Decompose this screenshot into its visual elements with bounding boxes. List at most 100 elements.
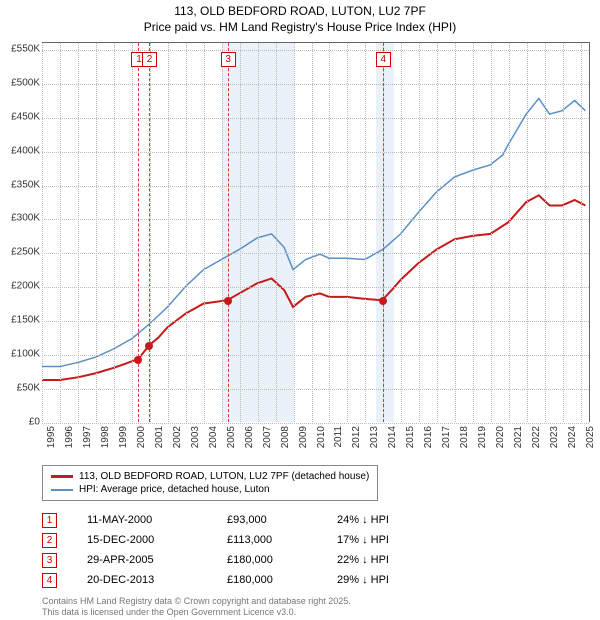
gridline-v <box>168 43 169 422</box>
sale-delta: 24% ↓ HPI <box>337 514 437 526</box>
gridline-v <box>240 43 241 422</box>
sale-delta: 29% ↓ HPI <box>337 574 437 586</box>
sale-dot <box>134 356 142 364</box>
sale-price: £180,000 <box>227 554 337 566</box>
marker-box: 3 <box>42 553 57 568</box>
legend: 113, OLD BEDFORD ROAD, LUTON, LU2 7PF (d… <box>42 465 378 501</box>
legend-label: 113, OLD BEDFORD ROAD, LUTON, LU2 7PF (d… <box>79 471 369 482</box>
footer-line-1: Contains HM Land Registry data © Crown c… <box>42 596 351 607</box>
gridline-h <box>42 287 589 288</box>
gridline-v <box>329 43 330 422</box>
sales-table: 1 11-MAY-2000 £93,000 24% ↓ HPI 2 15-DEC… <box>42 510 437 590</box>
x-axis-label: 2003 <box>190 426 201 448</box>
x-axis-label: 2011 <box>333 426 344 448</box>
x-axis-label: 1996 <box>64 426 75 448</box>
x-axis-label: 1997 <box>82 426 93 448</box>
gridline-v <box>42 43 43 422</box>
x-axis-label: 2021 <box>513 426 524 448</box>
gridline-v <box>114 43 115 422</box>
table-row: 2 15-DEC-2000 £113,000 17% ↓ HPI <box>42 530 437 550</box>
y-axis-label: £350K <box>11 179 40 190</box>
gridline-v <box>60 43 61 422</box>
gridline-v <box>437 43 438 422</box>
footer: Contains HM Land Registry data © Crown c… <box>42 596 351 618</box>
y-axis-label: £0 <box>29 417 40 428</box>
y-axis-label: £200K <box>11 281 40 292</box>
gridline-v <box>473 43 474 422</box>
y-axis-label: £500K <box>11 77 40 88</box>
x-axis-label: 1998 <box>100 426 111 448</box>
y-axis-label: £550K <box>11 43 40 54</box>
gridline-v <box>312 43 313 422</box>
sale-dot <box>224 297 232 305</box>
legend-item: 113, OLD BEDFORD ROAD, LUTON, LU2 7PF (d… <box>51 470 369 483</box>
gridline-v <box>581 43 582 422</box>
gridline-v <box>78 43 79 422</box>
x-axis-label: 2000 <box>136 426 147 448</box>
gridline-v <box>527 43 528 422</box>
y-axis-label: £450K <box>11 111 40 122</box>
x-axis-label: 1995 <box>46 426 57 448</box>
gridline-v <box>455 43 456 422</box>
x-axis-label: 2017 <box>441 426 452 448</box>
gridline-v <box>365 43 366 422</box>
gridline-h <box>42 186 589 187</box>
sale-dot <box>145 342 153 350</box>
gridline-v <box>204 43 205 422</box>
x-axis-label: 2014 <box>387 426 398 448</box>
x-axis-label: 2015 <box>405 426 416 448</box>
gridline-h <box>42 50 589 51</box>
sale-date: 11-MAY-2000 <box>87 514 227 526</box>
x-axis-label: 2023 <box>549 426 560 448</box>
marker-box: 1 <box>42 513 57 528</box>
x-axis-label: 2005 <box>226 426 237 448</box>
y-axis-label: £100K <box>11 349 40 360</box>
x-axis-label: 2019 <box>477 426 488 448</box>
table-row: 1 11-MAY-2000 £93,000 24% ↓ HPI <box>42 510 437 530</box>
x-axis-label: 2004 <box>208 426 219 448</box>
table-row: 3 29-APR-2005 £180,000 22% ↓ HPI <box>42 550 437 570</box>
sale-marker-line <box>383 43 384 422</box>
gridline-h <box>42 152 589 153</box>
y-axis-label: £150K <box>11 315 40 326</box>
x-axis-label: 2013 <box>369 426 380 448</box>
x-axis-label: 1999 <box>118 426 129 448</box>
sale-date: 15-DEC-2000 <box>87 534 227 546</box>
x-axis-label: 2001 <box>154 426 165 448</box>
gridline-v <box>276 43 277 422</box>
gridline-v <box>401 43 402 422</box>
sale-date: 20-DEC-2013 <box>87 574 227 586</box>
gridline-h <box>42 118 589 119</box>
series-hpi <box>42 98 585 366</box>
x-axis-label: 2012 <box>351 426 362 448</box>
gridline-h <box>42 355 589 356</box>
legend-label: HPI: Average price, detached house, Luto… <box>79 484 270 495</box>
x-axis-label: 2018 <box>459 426 470 448</box>
y-axis-label: £50K <box>17 383 40 394</box>
gridline-v <box>258 43 259 422</box>
x-axis-label: 2025 <box>585 426 596 448</box>
marker-box: 4 <box>42 573 57 588</box>
title-line-1: 113, OLD BEDFORD ROAD, LUTON, LU2 7PF <box>0 4 600 20</box>
sale-marker-box: 4 <box>376 52 391 67</box>
gridline-v <box>419 43 420 422</box>
x-axis-label: 2008 <box>280 426 291 448</box>
y-axis-label: £400K <box>11 145 40 156</box>
gridline-h <box>42 321 589 322</box>
marker-box: 2 <box>42 533 57 548</box>
title-line-2: Price paid vs. HM Land Registry's House … <box>0 20 600 36</box>
sale-marker-line <box>149 43 150 422</box>
chart-svg <box>42 43 589 422</box>
x-axis-label: 2016 <box>423 426 434 448</box>
sale-date: 29-APR-2005 <box>87 554 227 566</box>
sale-price: £180,000 <box>227 574 337 586</box>
chart-plot-area <box>42 42 590 422</box>
gridline-v <box>491 43 492 422</box>
sale-marker-line <box>138 43 139 422</box>
gridline-v <box>347 43 348 422</box>
legend-swatch <box>51 475 73 478</box>
sale-price: £113,000 <box>227 534 337 546</box>
x-axis-label: 2007 <box>262 426 273 448</box>
legend-swatch <box>51 489 73 491</box>
footer-line-2: This data is licensed under the Open Gov… <box>42 607 351 618</box>
